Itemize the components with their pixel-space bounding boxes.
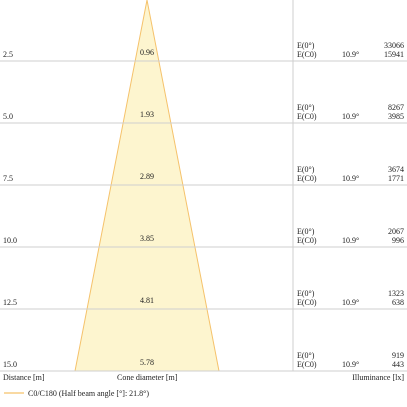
ec0-label: E(C0) bbox=[297, 174, 317, 183]
e0-label: E(0°) bbox=[297, 227, 315, 236]
ec0-value: 3985 bbox=[388, 112, 404, 121]
e0-value: 3674 bbox=[388, 165, 404, 174]
e0-value: 1323 bbox=[388, 289, 404, 298]
angle: 10.9° bbox=[342, 112, 359, 121]
ec0-value: 996 bbox=[392, 236, 404, 245]
ec0-label: E(C0) bbox=[297, 360, 317, 369]
cone-diameter: 4.81 bbox=[140, 296, 154, 305]
distance: 15.0 bbox=[3, 360, 17, 369]
ec0-label: E(C0) bbox=[297, 236, 317, 245]
distance-header: Distance [m] bbox=[3, 373, 45, 382]
distance: 2.5 bbox=[3, 50, 13, 59]
distance: 12.5 bbox=[3, 298, 17, 307]
e0-label: E(0°) bbox=[297, 165, 315, 174]
e0-value: 2067 bbox=[388, 227, 404, 236]
e0-label: E(0°) bbox=[297, 289, 315, 298]
e0-value: 919 bbox=[392, 351, 404, 360]
ec0-value: 1771 bbox=[388, 174, 404, 183]
cone-diameter: 0.96 bbox=[140, 48, 154, 57]
ec0-label: E(C0) bbox=[297, 298, 317, 307]
ec0-value: 638 bbox=[392, 298, 404, 307]
cone-diameter: 5.78 bbox=[140, 358, 154, 367]
angle: 10.9° bbox=[342, 174, 359, 183]
distance: 10.0 bbox=[3, 236, 17, 245]
distance: 5.0 bbox=[3, 112, 13, 121]
e0-value: 8267 bbox=[388, 103, 404, 112]
ec0-label: E(C0) bbox=[297, 50, 317, 59]
e0-label: E(0°) bbox=[297, 41, 315, 50]
e0-value: 33066 bbox=[384, 41, 404, 50]
cone-diameter: 2.89 bbox=[140, 172, 154, 181]
ec0-label: E(C0) bbox=[297, 112, 317, 121]
distance: 7.5 bbox=[3, 174, 13, 183]
angle: 10.9° bbox=[342, 360, 359, 369]
e0-label: E(0°) bbox=[297, 351, 315, 360]
angle: 10.9° bbox=[342, 298, 359, 307]
legend-label: C0/C180 (Half beam angle [°]: 21.8°) bbox=[28, 389, 149, 398]
cone-diameter: 1.93 bbox=[140, 110, 154, 119]
cone-diameter: 3.85 bbox=[140, 234, 154, 243]
illuminance-header: Illuminance [lx] bbox=[352, 373, 404, 382]
ec0-value: 443 bbox=[392, 360, 404, 369]
ec0-value: 15941 bbox=[384, 50, 404, 59]
e0-label: E(0°) bbox=[297, 103, 315, 112]
angle: 10.9° bbox=[342, 50, 359, 59]
diameter-header: Cone diameter [m] bbox=[117, 373, 178, 382]
angle: 10.9° bbox=[342, 236, 359, 245]
